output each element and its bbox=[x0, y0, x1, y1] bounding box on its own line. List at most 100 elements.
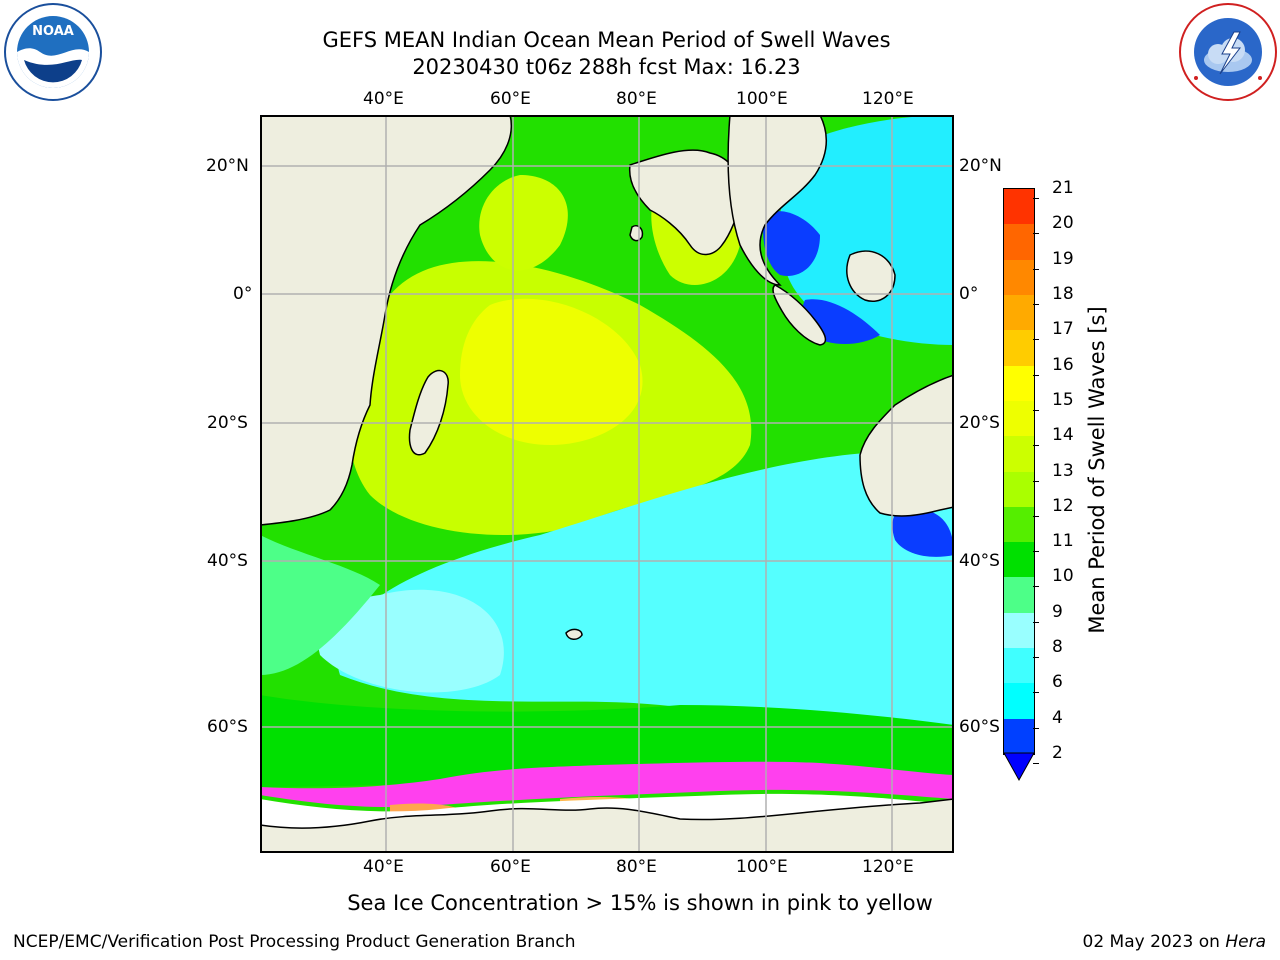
colorbar-segment bbox=[1004, 683, 1034, 719]
colorbar-segment bbox=[1004, 577, 1034, 613]
colorbar-segment bbox=[1004, 294, 1034, 331]
lat-label-left: 0° bbox=[233, 284, 253, 304]
colorbar-tick-label: 21 bbox=[1052, 178, 1074, 198]
colorbar-segment bbox=[1004, 612, 1034, 649]
graticule bbox=[260, 115, 954, 853]
colorbar-under-arrow bbox=[1003, 752, 1035, 782]
colorbar-tick-label: 8 bbox=[1052, 637, 1063, 658]
colorbar-tick-mark bbox=[1033, 339, 1039, 341]
footer-date: 02 May 2023 on Hera bbox=[1083, 932, 1267, 952]
lon-label-top: 120°E bbox=[862, 89, 914, 109]
colorbar-tick-mark bbox=[1033, 374, 1039, 376]
footer-host: Hera bbox=[1225, 932, 1266, 952]
noaa-logo: NOAA bbox=[4, 3, 102, 101]
colorbar-tick-label: 17 bbox=[1052, 319, 1074, 340]
lon-label-top: 80°E bbox=[616, 89, 657, 109]
colorbar-tick-mark bbox=[1033, 233, 1039, 235]
colorbar-tick-label: 10 bbox=[1052, 566, 1074, 587]
colorbar-tick-label: 14 bbox=[1052, 425, 1074, 446]
noaa-logo-text: NOAA bbox=[32, 24, 74, 39]
lon-label-bottom: 40°E bbox=[363, 857, 404, 877]
sea-ice-note: Sea Ice Concentration > 15% is shown in … bbox=[347, 891, 933, 915]
kerguelen-island bbox=[565, 628, 583, 640]
colorbar-tick-label: 11 bbox=[1052, 531, 1074, 552]
colorbar-tick-mark bbox=[1033, 480, 1039, 482]
swell-field-pacific bbox=[780, 115, 954, 345]
colorbar-segment bbox=[1004, 189, 1034, 225]
colorbar-segment bbox=[1004, 648, 1034, 684]
colorbar-tick-label: 13 bbox=[1052, 460, 1074, 481]
colorbar-tick-label: 6 bbox=[1052, 672, 1063, 693]
lat-label-right: 20°N bbox=[959, 156, 1002, 176]
colorbar bbox=[1003, 188, 1035, 755]
lat-label-left: 60°S bbox=[207, 717, 248, 737]
antarctica-landmass bbox=[260, 798, 954, 853]
colorbar-segment bbox=[1004, 718, 1034, 754]
madagascar-landmass bbox=[408, 369, 449, 456]
colorbar-tick-label: 2 bbox=[1052, 743, 1063, 763]
sea-ice-edge bbox=[260, 761, 954, 808]
colorbar-tick-mark bbox=[1033, 692, 1039, 694]
lat-label-right: 20°S bbox=[959, 413, 1000, 433]
colorbar-tick-label: 18 bbox=[1052, 283, 1074, 304]
swell-field-low-west bbox=[318, 589, 504, 693]
lon-label-bottom: 100°E bbox=[736, 857, 788, 877]
colorbar-tick-label: 16 bbox=[1052, 354, 1074, 375]
lon-label-top: 100°E bbox=[736, 89, 788, 109]
colorbar-tick-mark bbox=[1033, 409, 1039, 411]
lat-label-right: 0° bbox=[959, 284, 979, 304]
colorbar-tick-mark bbox=[1033, 551, 1039, 553]
colorbar-segment bbox=[1004, 224, 1034, 260]
colorbar-tick-label: 12 bbox=[1052, 495, 1074, 516]
borneo-landmass bbox=[846, 250, 896, 302]
lat-label-left: 20°N bbox=[206, 156, 249, 176]
colorbar-segment bbox=[1004, 471, 1034, 507]
nws-logo bbox=[1179, 3, 1277, 101]
lat-label-right: 40°S bbox=[959, 551, 1000, 571]
colorbar-tick-mark bbox=[1033, 445, 1039, 447]
colorbar-tick-mark bbox=[1033, 763, 1039, 764]
colorbar-tick-mark bbox=[1033, 727, 1039, 729]
lon-label-top: 40°E bbox=[363, 89, 404, 109]
map-subtitle: 20230430 t06z 288h fcst Max: 16.23 bbox=[412, 55, 801, 79]
colorbar-ticks: 2 4 6 8 9 10 11 12 13 14 15 16 17 18 19 20 21 bbox=[1033, 178, 1080, 768]
colorbar-label: Mean Period of Swell Waves [s] bbox=[1085, 306, 1109, 634]
lon-label-bottom: 60°E bbox=[490, 857, 531, 877]
sri-lanka-landmass bbox=[629, 225, 644, 242]
lon-label-bottom: 120°E bbox=[862, 857, 914, 877]
colorbar-tick-mark bbox=[1033, 586, 1039, 588]
colorbar-tick-label: 20 bbox=[1052, 213, 1074, 234]
colorbar-segment bbox=[1004, 542, 1034, 578]
lat-label-left: 20°S bbox=[207, 413, 248, 433]
lat-label-right: 60°S bbox=[959, 717, 1000, 737]
colorbar-tick-label: 4 bbox=[1052, 707, 1063, 728]
australia-landmass bbox=[859, 374, 954, 517]
colorbar-segment bbox=[1004, 436, 1034, 472]
swell-field-mid-west bbox=[260, 535, 380, 675]
colorbar-segment bbox=[1004, 259, 1034, 295]
colorbar-segment bbox=[1004, 506, 1034, 543]
colorbar-tick-mark bbox=[1033, 198, 1039, 199]
swell-field-arabian bbox=[479, 175, 568, 271]
colorbar-tick-mark bbox=[1033, 303, 1039, 305]
sumatra-landmass bbox=[772, 284, 827, 346]
lon-label-top: 60°E bbox=[490, 89, 531, 109]
colorbar-tick-label: 19 bbox=[1052, 248, 1074, 269]
colorbar-segment bbox=[1004, 330, 1034, 366]
colorbar-segment bbox=[1004, 365, 1034, 401]
lat-label-left: 40°S bbox=[207, 551, 248, 571]
swell-period-map bbox=[260, 115, 954, 853]
colorbar-tick-mark bbox=[1033, 621, 1039, 623]
swell-field-tasman bbox=[892, 508, 954, 557]
colorbar-tick-label: 15 bbox=[1052, 389, 1074, 410]
swell-field-peak bbox=[460, 298, 643, 445]
colorbar-tick-label: 9 bbox=[1052, 601, 1063, 622]
footer-branch: NCEP/EMC/Verification Post Processing Pr… bbox=[13, 932, 576, 952]
colorbar-segment bbox=[1004, 400, 1034, 437]
map-title: GEFS MEAN Indian Ocean Mean Period of Sw… bbox=[322, 28, 891, 52]
colorbar-tick-mark bbox=[1033, 515, 1039, 517]
footer-date-text: 02 May 2023 on bbox=[1082, 932, 1226, 952]
map-frame bbox=[260, 115, 954, 853]
colorbar-tick-mark bbox=[1033, 268, 1039, 270]
swell-field-south-china-sea bbox=[763, 211, 820, 276]
